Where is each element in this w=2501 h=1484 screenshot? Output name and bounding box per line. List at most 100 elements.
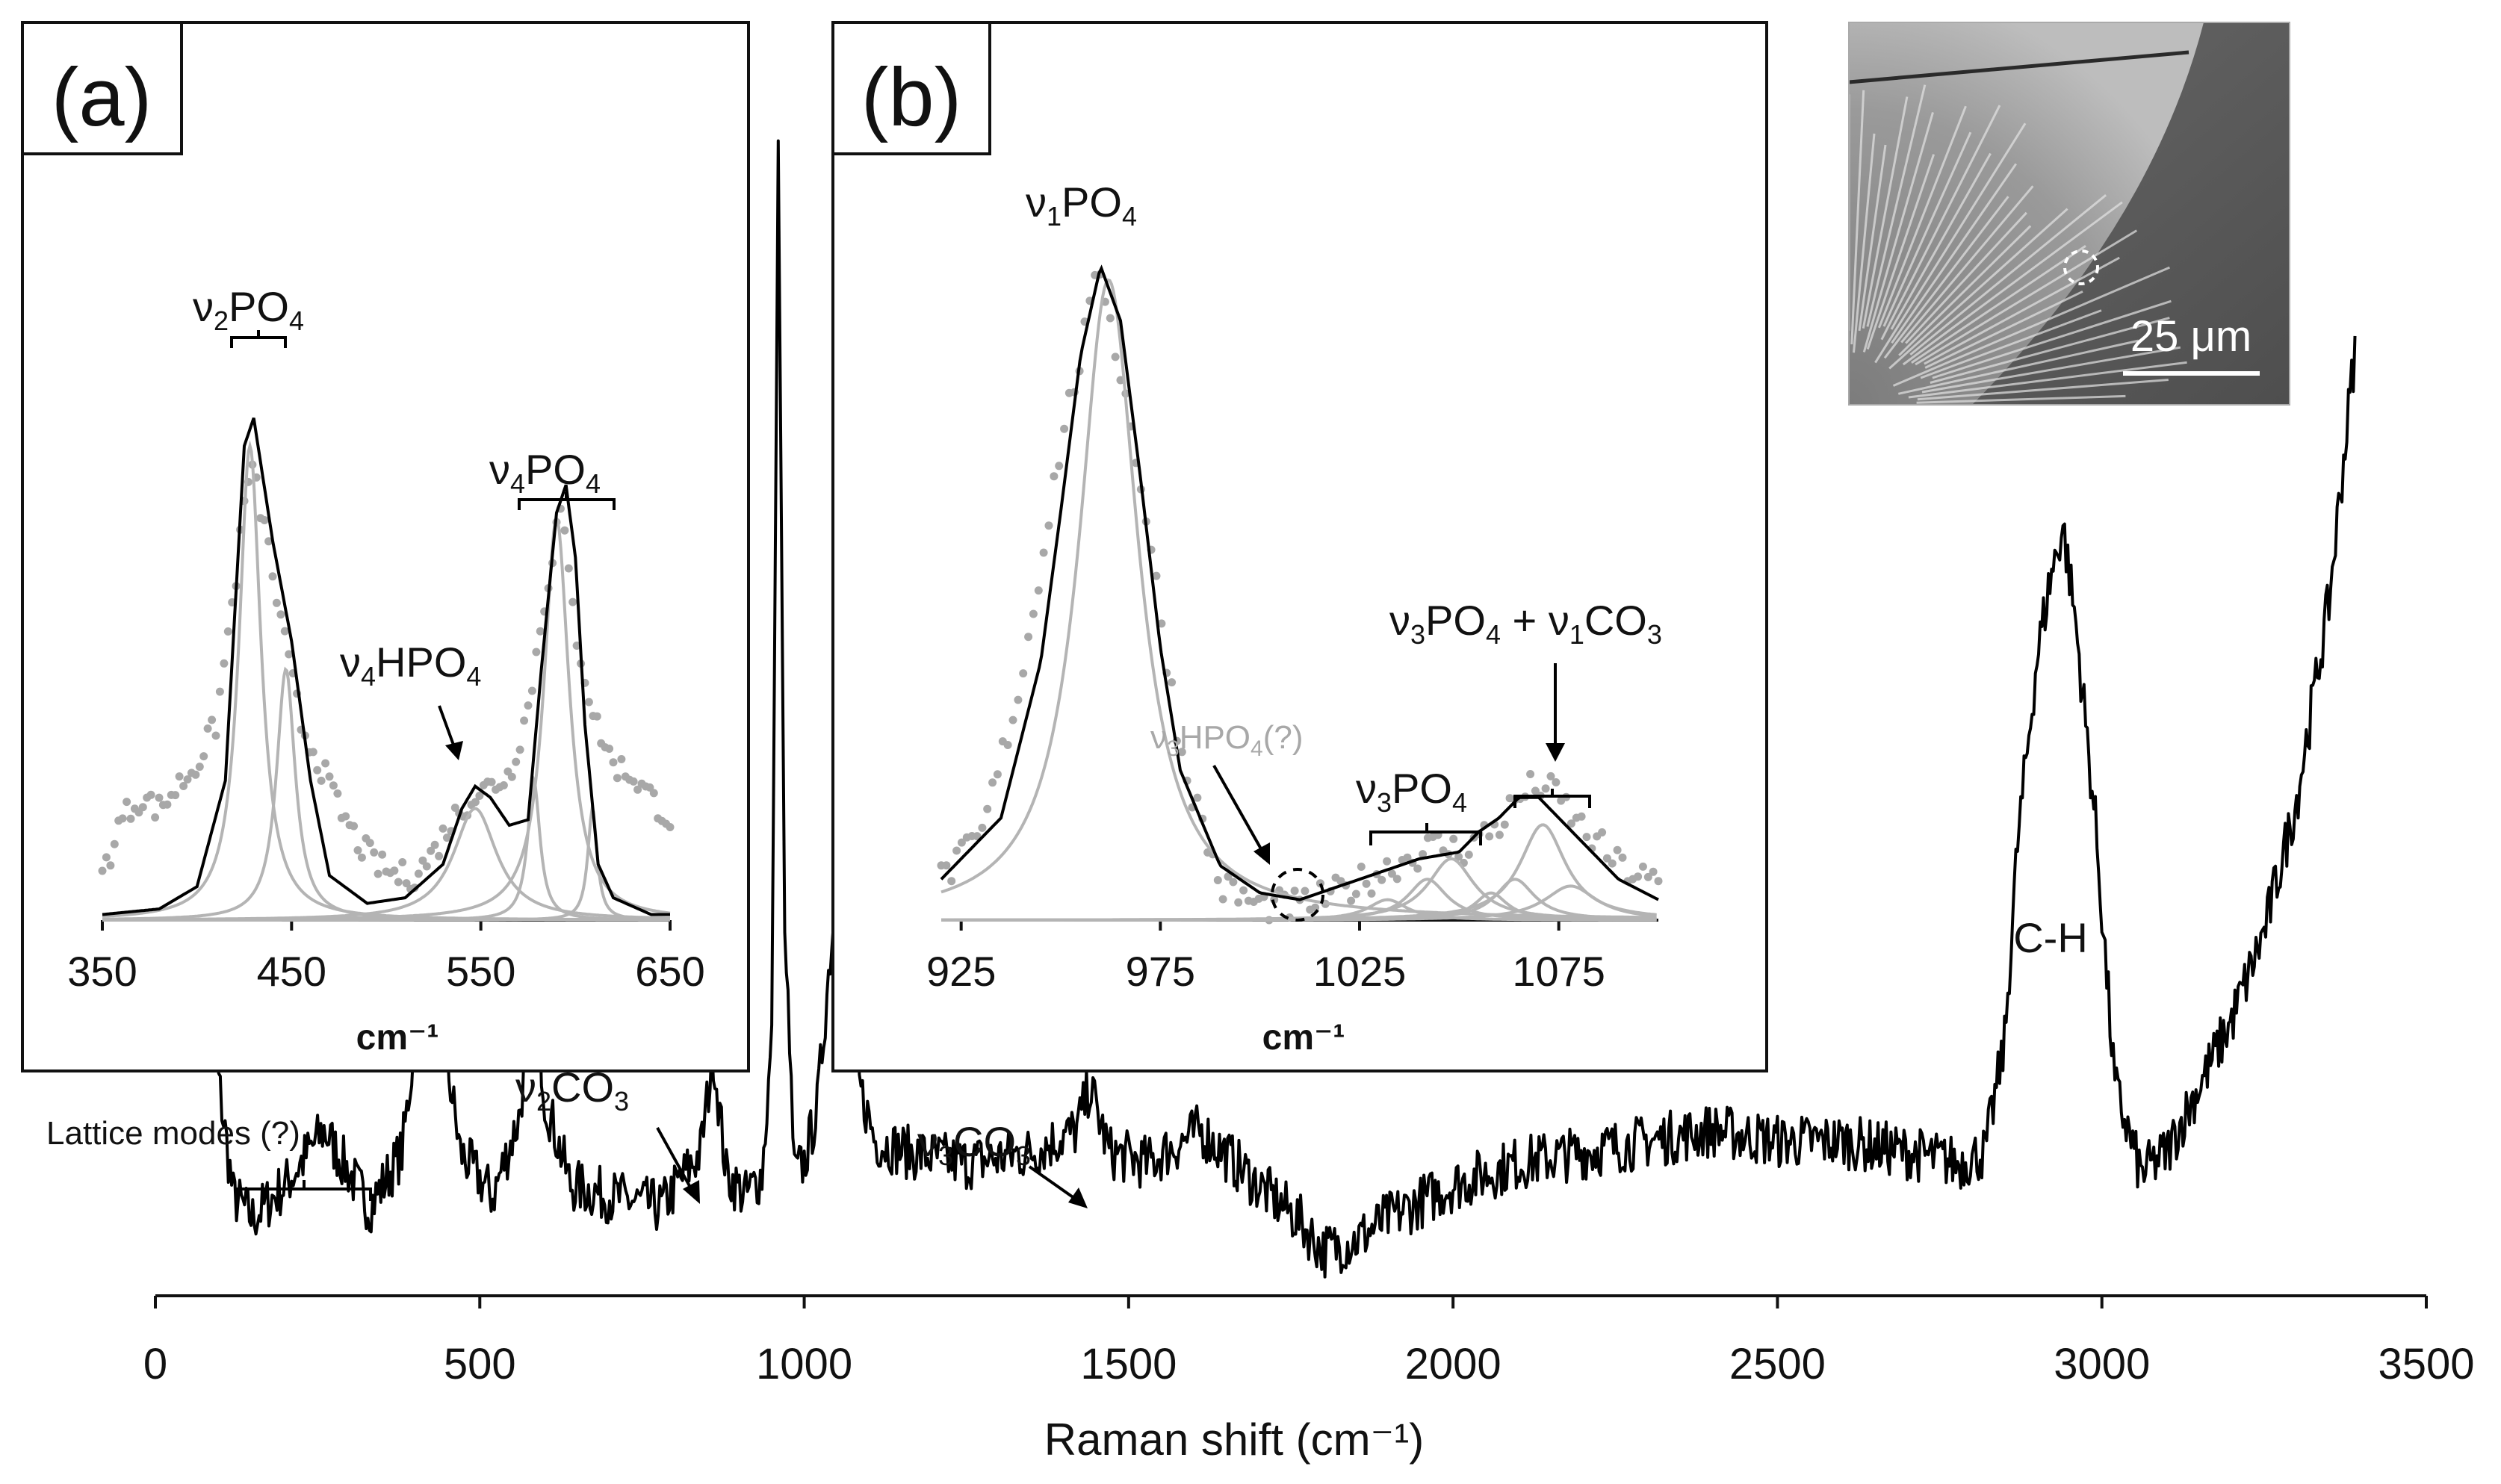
raw-data-point [1577, 812, 1586, 821]
sem-ray [1915, 229, 2138, 366]
panel-b-label: (b) [861, 52, 961, 143]
raw-data-point [1582, 833, 1591, 842]
sem-ray [1850, 90, 1865, 345]
raw-data-point [475, 792, 484, 800]
panel-b: (b) 925 975 1025 1075 cm⁻¹ ν1PO4 ν3HPO4(?) … [831, 21, 1768, 1072]
raw-data-point [499, 781, 508, 789]
raw-data-point [633, 785, 642, 794]
sem-dashed-circle [2063, 249, 2099, 285]
panel-x-tick-label: 450 [257, 948, 326, 995]
fit-component-curve [102, 804, 670, 922]
raw-data-point [1039, 548, 1048, 557]
panel-a-label: (a) [52, 52, 152, 143]
sem-ray [1921, 346, 2181, 394]
v3po4-label: ν3PO4 [1356, 765, 1467, 818]
raw-data-point [350, 822, 359, 831]
raw-data-point [398, 858, 407, 866]
raw-data-point [146, 790, 155, 799]
raw-data-point [1050, 472, 1059, 481]
sem-scalebar-label: 25 μm [2130, 312, 2251, 361]
raw-data-point [418, 856, 427, 865]
panel-a-x-unit: cm⁻¹ [356, 1018, 439, 1058]
raw-data-point [183, 775, 192, 784]
raw-data-point [427, 846, 436, 855]
raw-data-point [430, 840, 439, 849]
panel-x-tick-label: 350 [67, 948, 137, 995]
sem-ray [1892, 266, 2170, 387]
raw-data-point [512, 757, 521, 766]
raw-data-point [1403, 853, 1412, 862]
raw-data-point [151, 813, 160, 822]
raw-data-point [1357, 863, 1366, 871]
raw-data-point [199, 752, 208, 761]
raw-data-point [220, 659, 229, 668]
sem-ray [1882, 131, 1972, 327]
raw-data-point [1168, 678, 1177, 687]
v4hpo4-label: ν4HPO4 [340, 639, 481, 692]
raw-data-point [584, 698, 593, 707]
raw-data-point [471, 798, 480, 807]
main-x-tick-label: 1000 [756, 1340, 852, 1388]
raw-data-point [414, 869, 423, 878]
ch-label: C-H [2013, 914, 2088, 961]
raw-data-point [272, 598, 281, 607]
panel-a-frame [21, 21, 750, 1072]
raw-data-point [155, 793, 164, 802]
raw-data-point [617, 755, 626, 763]
raw-data-point [1367, 889, 1376, 898]
sem-ray [1924, 256, 2120, 365]
main-x-tick-label: 500 [444, 1340, 516, 1388]
main-x-tick-label: 2000 [1405, 1340, 1501, 1388]
panel-x-tick-label: 650 [635, 948, 704, 995]
panel-b-x-unit: cm⁻¹ [1262, 1018, 1345, 1058]
panel-a-label-box [21, 21, 183, 155]
sem-inset: 25 μm [1848, 22, 2290, 406]
raw-data-point [1618, 853, 1627, 862]
raw-data-point [515, 745, 524, 754]
raw-data-point [1290, 887, 1299, 895]
raw-data-point [1419, 850, 1428, 859]
sem-ray [1911, 244, 2086, 364]
sem-ray [1897, 339, 2139, 395]
panel-a-fit-envelope [102, 417, 670, 916]
sem-ray [1890, 152, 1992, 330]
raw-data-point [1239, 886, 1248, 895]
raw-data-point [394, 878, 403, 887]
raw-data-point [1301, 887, 1310, 895]
raw-data-point [1014, 695, 1023, 704]
sem-ray [1862, 111, 1934, 353]
raw-data-point [390, 866, 399, 875]
raw-data-point [1608, 859, 1617, 868]
raw-data-point [106, 861, 115, 870]
v3hpo4-arrow [1212, 765, 1270, 865]
raw-data-point [1019, 669, 1028, 678]
raw-data-point [524, 701, 533, 710]
panel-b-x-ticks: 925 975 1025 1075 [926, 920, 1605, 995]
raw-data-point [983, 804, 992, 813]
sem-ray [1880, 105, 2001, 341]
raw-data-point [357, 853, 366, 862]
raw-data-point [353, 846, 362, 854]
raw-data-point [993, 770, 1002, 779]
sem-ray [1900, 185, 2034, 344]
sem-ray [1905, 211, 2027, 344]
raw-data-point [1152, 571, 1161, 580]
sem-ray [1883, 196, 2009, 359]
main-x-tick-label: 3000 [2054, 1340, 2150, 1388]
sem-ray [1878, 105, 1967, 329]
raw-data-point [1634, 872, 1643, 881]
v3po4-bracket [1369, 823, 1482, 845]
raw-data-point [333, 789, 342, 798]
raw-data-point [1500, 820, 1509, 829]
raw-data-point [264, 537, 273, 546]
raw-data-point [1526, 770, 1535, 778]
raw-data-point [1106, 314, 1115, 323]
main-x-tick-label: 1500 [1080, 1340, 1177, 1388]
raw-data-point [1449, 834, 1458, 843]
raw-data-point [215, 687, 224, 696]
raw-data-point [1213, 876, 1222, 884]
raw-data-point [365, 839, 374, 848]
raw-data-point [1541, 784, 1550, 793]
sem-ray [1908, 361, 2187, 399]
